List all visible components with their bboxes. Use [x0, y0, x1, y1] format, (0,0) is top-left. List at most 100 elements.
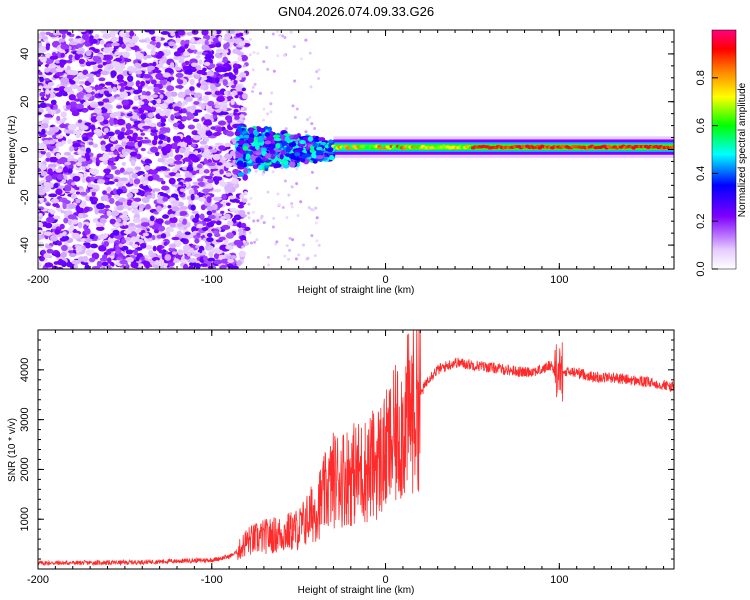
heatmap-cell [95, 226, 105, 231]
heatmap-cell [140, 222, 150, 227]
heatmap-cell [80, 125, 89, 131]
heatmap-cell [259, 127, 266, 133]
heatmap-cell [72, 142, 81, 148]
heatmap-cell [271, 225, 275, 229]
heatmap-cell [60, 77, 70, 84]
heatmap-cell [314, 221, 318, 225]
heatmap-cell [262, 60, 266, 64]
heatmap-cell [196, 223, 204, 229]
heatmap-cell [126, 199, 133, 206]
heatmap-cell [216, 126, 223, 133]
heatmap-cell [275, 143, 281, 149]
heatmap-cell [115, 182, 124, 187]
heatmap-cell [143, 118, 152, 124]
heatmap-cell [131, 209, 140, 214]
heatmap-cell [48, 193, 58, 198]
heatmap-cell [116, 188, 124, 195]
heatmap-cell [77, 156, 84, 163]
heatmap-cell [196, 232, 201, 237]
heatmap-cell [158, 134, 166, 141]
heatmap-cell [107, 162, 116, 166]
heatmap-cell [82, 69, 89, 76]
heatmap-cell [175, 37, 181, 43]
heatmap-cell [51, 126, 60, 133]
heatmap-cell [60, 210, 65, 214]
heatmap-cell [95, 116, 103, 121]
heatmap-cell [215, 249, 224, 255]
heatmap-cell [45, 88, 50, 95]
heatmap-cell [67, 123, 77, 131]
heatmap-cell [61, 33, 66, 39]
heatmap-cell [153, 86, 160, 94]
spectrogram-heatmap [38, 30, 674, 269]
heatmap-cell [89, 188, 99, 193]
heatmap-cell [150, 49, 156, 56]
heatmap-cell [163, 262, 168, 267]
heatmap-cell [125, 249, 134, 255]
heatmap-cell [222, 79, 228, 86]
heatmap-cell [177, 46, 186, 54]
heatmap-cell [261, 172, 265, 176]
heatmap-cell [226, 130, 235, 137]
heatmap-cell [318, 137, 326, 142]
heatmap-cell [204, 58, 213, 63]
heatmap-cell [65, 105, 71, 110]
heatmap-cell [242, 239, 246, 243]
snr-series-line [38, 330, 674, 567]
heatmap-cell [288, 161, 296, 168]
heatmap-cell [197, 97, 203, 102]
heatmap-cell [106, 43, 112, 48]
heatmap-cell [109, 218, 116, 225]
heatmap-cell [199, 132, 207, 139]
heatmap-cell [83, 101, 90, 107]
heatmap-cell [143, 139, 150, 144]
heatmap-cell [38, 33, 42, 40]
heatmap-cell [270, 91, 274, 95]
heatmap-cell [310, 208, 314, 212]
heatmap-cell [103, 127, 109, 134]
heatmap-cell [95, 222, 104, 228]
heatmap-cell [201, 44, 210, 51]
heatmap-cell [64, 185, 72, 192]
heatmap-cell [215, 77, 220, 84]
heatmap-cell [75, 198, 81, 204]
heatmap-cell [204, 175, 213, 180]
heatmap-cell [63, 86, 73, 92]
heatmap-cell [158, 89, 165, 94]
heatmap-cell [161, 57, 167, 64]
heatmap-cell [60, 118, 66, 124]
heatmap-cell [148, 250, 154, 256]
heatmap-cell [170, 142, 179, 150]
heatmap-cell [122, 171, 130, 175]
colorbar-tick-label: 0.8 [695, 70, 707, 85]
heatmap-cell [90, 115, 98, 123]
heatmap-cell [78, 80, 86, 85]
heatmap-cell [270, 155, 276, 160]
heatmap-cell [96, 179, 106, 184]
heatmap-cell [146, 43, 154, 50]
heatmap-cell [137, 171, 145, 175]
heatmap-cell [118, 243, 124, 248]
heatmap-cell [237, 228, 243, 233]
heatmap-cell [280, 166, 284, 170]
heatmap-cell [212, 132, 221, 137]
heatmap-cell [112, 30, 119, 34]
heatmap-cell [169, 222, 176, 228]
heatmap-cell [236, 91, 244, 96]
heatmap-cell [168, 151, 174, 158]
heatmap-cell [107, 257, 112, 264]
heatmap-cell [120, 177, 128, 181]
heatmap-cell [82, 109, 88, 113]
heatmap-cell [271, 32, 275, 36]
heatmap-cell [233, 239, 243, 246]
heatmap-cell [64, 161, 72, 166]
heatmap-cell [315, 70, 319, 74]
heatmap-cell [248, 231, 252, 235]
heatmap-cell [183, 151, 190, 157]
heatmap-cell [317, 77, 321, 81]
heatmap-cell [112, 229, 120, 236]
heatmap-cell [93, 48, 100, 54]
heatmap-cell [143, 55, 148, 60]
heatmap-cell [294, 257, 298, 261]
heatmap-cell [240, 214, 248, 218]
